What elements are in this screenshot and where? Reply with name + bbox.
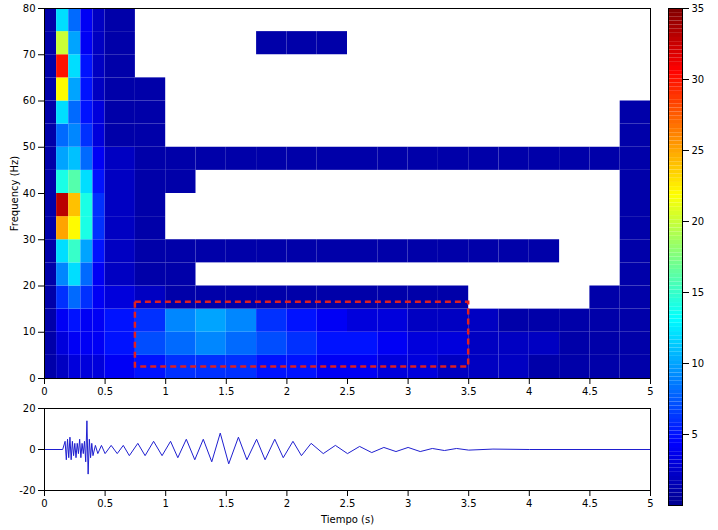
- svg-text:3.5: 3.5: [461, 498, 477, 509]
- svg-text:50: 50: [23, 141, 36, 152]
- svg-text:20: 20: [23, 403, 36, 414]
- svg-text:0: 0: [29, 373, 35, 384]
- svg-text:4: 4: [526, 386, 532, 397]
- svg-text:0.5: 0.5: [97, 498, 113, 509]
- svg-text:10: 10: [23, 326, 36, 337]
- svg-text:1.5: 1.5: [218, 498, 234, 509]
- svg-text:2.5: 2.5: [340, 498, 356, 509]
- svg-text:0.5: 0.5: [97, 386, 113, 397]
- svg-text:3: 3: [405, 498, 411, 509]
- svg-text:25: 25: [692, 145, 705, 156]
- svg-text:4.5: 4.5: [582, 386, 598, 397]
- svg-text:80: 80: [23, 3, 36, 14]
- svg-text:4: 4: [526, 498, 532, 509]
- svg-text:1: 1: [163, 386, 169, 397]
- svg-text:60: 60: [23, 95, 36, 106]
- svg-text:20: 20: [23, 280, 36, 291]
- svg-text:30: 30: [23, 234, 36, 245]
- svg-text:Tiempo (s): Tiempo (s): [320, 514, 374, 525]
- svg-text:Frequency (Hz): Frequency (Hz): [9, 156, 20, 232]
- svg-text:5: 5: [647, 498, 653, 509]
- svg-text:2: 2: [284, 498, 290, 509]
- svg-text:30: 30: [692, 74, 705, 85]
- svg-text:2: 2: [284, 386, 290, 397]
- svg-text:40: 40: [23, 188, 36, 199]
- svg-text:1: 1: [163, 498, 169, 509]
- svg-text:2.5: 2.5: [340, 386, 356, 397]
- svg-text:20: 20: [692, 216, 705, 227]
- svg-text:1.5: 1.5: [218, 386, 234, 397]
- svg-text:15: 15: [692, 287, 705, 298]
- svg-text:0: 0: [41, 386, 47, 397]
- svg-text:0: 0: [29, 444, 35, 455]
- svg-text:35: 35: [692, 3, 705, 14]
- svg-text:3: 3: [405, 386, 411, 397]
- svg-text:5: 5: [692, 429, 698, 440]
- svg-text:0: 0: [41, 498, 47, 509]
- svg-text:-20: -20: [19, 485, 35, 496]
- svg-text:5: 5: [647, 386, 653, 397]
- svg-text:4.5: 4.5: [582, 498, 598, 509]
- svg-text:70: 70: [23, 49, 36, 60]
- svg-text:3.5: 3.5: [461, 386, 477, 397]
- svg-text:10: 10: [692, 358, 705, 369]
